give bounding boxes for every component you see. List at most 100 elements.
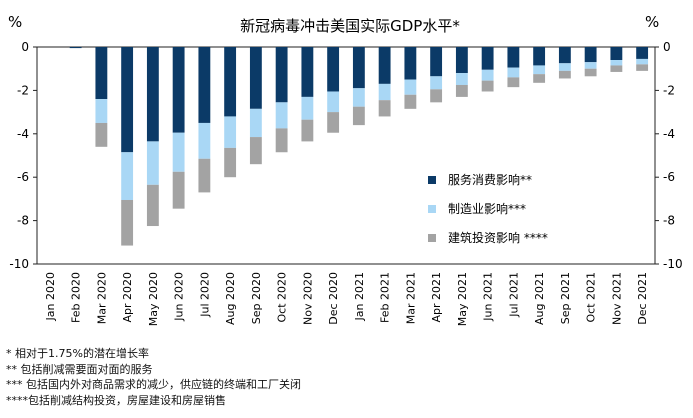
bar-s3-4 — [121, 199, 134, 246]
bar-s2-7 — [198, 122, 211, 159]
x-tick-label: Jan 2020 — [44, 272, 57, 321]
bar-s3-13 — [352, 106, 365, 126]
x-tick-label: Sep 2020 — [250, 272, 263, 324]
bar-s1-4 — [121, 47, 134, 153]
bar-s1-6 — [172, 47, 185, 133]
x-tick-label: May 2020 — [147, 272, 160, 326]
y-tick-label-right: 0 — [663, 40, 671, 54]
bar-s2-5 — [146, 141, 159, 185]
y-tick-label-right: -4 — [663, 127, 675, 141]
bar-series — [69, 47, 649, 246]
x-axis-ticks: Jan 2020 Feb 2020 Mar 2020 Apr 2020 May 2020… — [44, 272, 649, 326]
bar-s2-13 — [352, 88, 365, 107]
bar-s3-17 — [455, 84, 468, 97]
bar-s1-5 — [146, 47, 159, 142]
bar-s2-18 — [481, 69, 494, 81]
bar-s3-3 — [95, 122, 108, 147]
bar-s2-8 — [224, 116, 237, 148]
y-tick-label-left: -4 — [17, 127, 29, 141]
bar-s2-23 — [610, 60, 623, 66]
footnote-1: * 相对于1.75%的潜在增长率 — [6, 347, 149, 360]
bar-s2-4 — [121, 152, 134, 200]
legend-label-3: 建筑投资影响 **** — [448, 230, 548, 245]
bar-s2-14 — [378, 83, 391, 101]
bar-s2-12 — [327, 91, 340, 113]
y-tick-label-right: -8 — [663, 214, 675, 228]
bar-s1-12 — [327, 47, 340, 92]
bar-s2-24 — [636, 58, 649, 65]
bar-s2-15 — [404, 79, 417, 95]
bar-s1-2 — [69, 47, 82, 49]
bar-s3-20 — [533, 74, 546, 83]
x-tick-label: Sep 2021 — [559, 272, 572, 324]
footnote-3: *** 包括国内外对商品需求的减少，供应链的终端和工厂关闭 — [6, 378, 301, 391]
bar-s3-9 — [249, 137, 262, 165]
bar-s1-17 — [455, 47, 468, 74]
legend-swatch-2 — [428, 205, 436, 213]
x-tick-label: Oct 2021 — [585, 272, 598, 323]
bar-s3-23 — [610, 65, 623, 72]
bar-s3-8 — [224, 147, 237, 178]
footnote-4: ****包括削减结构投资，房屋建设和房屋销售 — [6, 393, 226, 407]
y-tick-label-right: -10 — [663, 257, 683, 271]
bar-s1-21 — [558, 47, 571, 64]
bar-s3-12 — [327, 112, 340, 133]
x-tick-label: Jul 2021 — [507, 272, 520, 318]
bar-s2-11 — [301, 96, 314, 120]
x-tick-label: Aug 2021 — [533, 272, 546, 325]
bar-s3-7 — [198, 158, 211, 193]
x-tick-label: Apr 2021 — [430, 272, 443, 323]
x-tick-label: Feb 2020 — [70, 272, 83, 323]
bar-s3-10 — [275, 128, 288, 153]
bar-s3-16 — [430, 89, 443, 103]
bar-s1-7 — [198, 47, 211, 123]
bar-s2-20 — [533, 65, 546, 75]
series-3 — [95, 64, 649, 246]
stacked-bar-chart: 新冠病毒冲击美国实际GDP水平* % % 0 0 -2 -2 -4 -4 -6 -6 -8 -8 -… — [8, 13, 683, 326]
bar-s1-9 — [249, 47, 262, 109]
legend: 服务消费影响** 制造业影响*** 建筑投资影响 **** — [428, 172, 548, 245]
x-tick-label: Mar 2020 — [95, 272, 108, 324]
x-tick-label: Jan 2021 — [353, 272, 366, 321]
bar-s3-24 — [636, 64, 649, 71]
y-tick-label-left: -2 — [17, 83, 29, 97]
bar-s2-3 — [95, 99, 108, 123]
x-tick-label: Mar 2021 — [404, 272, 417, 324]
chart-title: 新冠病毒冲击美国实际GDP水平* — [240, 17, 460, 35]
bar-s1-10 — [275, 47, 288, 103]
footnote-2: ** 包括削减需要面对面的服务 — [6, 362, 153, 376]
y-tick-label-left: -6 — [17, 170, 29, 184]
bar-s2-9 — [249, 108, 262, 138]
series-1 — [69, 47, 649, 153]
bar-s2-22 — [584, 62, 597, 69]
x-tick-label: Jun 2020 — [173, 272, 186, 322]
bar-s2-21 — [558, 63, 571, 71]
bar-s1-8 — [224, 47, 237, 117]
bar-s3-6 — [172, 171, 185, 209]
x-tick-label: Jun 2021 — [482, 272, 495, 322]
y-tick-label-left: 0 — [21, 40, 29, 54]
legend-label-1: 服务消费影响** — [448, 172, 532, 187]
legend-swatch-3 — [428, 234, 436, 242]
x-tick-label: Nov 2021 — [610, 272, 623, 325]
right-unit-label: % — [645, 13, 659, 31]
x-tick-label: Jul 2020 — [198, 272, 211, 318]
legend-label-2: 制造业影响*** — [448, 201, 526, 216]
bar-s1-19 — [507, 47, 520, 68]
bar-s1-16 — [430, 47, 443, 77]
bar-s3-11 — [301, 119, 314, 142]
bar-s2-17 — [455, 73, 468, 85]
bar-s3-14 — [378, 100, 391, 117]
bar-s1-22 — [584, 47, 597, 63]
x-tick-label: Apr 2020 — [121, 272, 134, 323]
y-tick-label-left: -10 — [9, 257, 29, 271]
y-tick-label-right: -6 — [663, 170, 675, 184]
bar-s3-18 — [481, 80, 494, 92]
bar-s1-23 — [610, 47, 623, 61]
bar-s1-13 — [352, 47, 365, 89]
x-tick-label: Oct 2020 — [276, 272, 289, 323]
bar-s3-22 — [584, 68, 597, 77]
y-tick-label-left: -8 — [17, 214, 29, 228]
footnotes: * 相对于1.75%的潜在增长率 ** 包括削减需要面对面的服务 *** 包括国… — [6, 346, 301, 408]
bar-s1-11 — [301, 47, 314, 97]
